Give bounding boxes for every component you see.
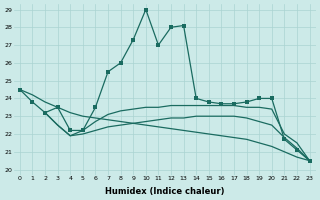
X-axis label: Humidex (Indice chaleur): Humidex (Indice chaleur): [105, 187, 224, 196]
